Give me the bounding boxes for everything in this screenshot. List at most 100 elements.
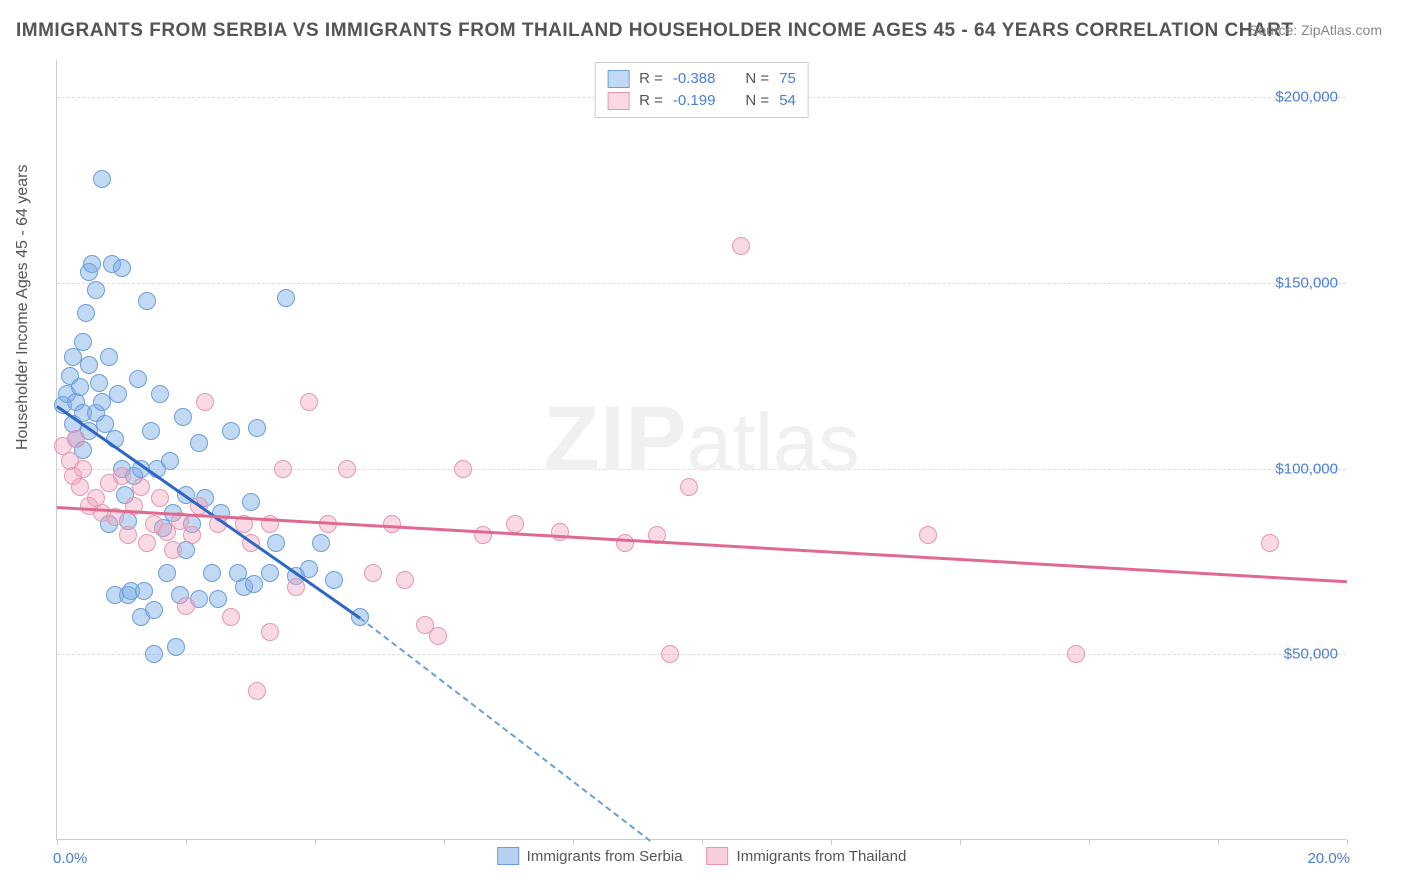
serbia-point [145,601,163,619]
x-tick-mark [186,839,187,845]
serbia-point [245,575,263,593]
serbia-point [261,564,279,582]
r-value: -0.388 [673,68,716,90]
x-tick-mark [702,839,703,845]
x-tick-mark [1089,839,1090,845]
thailand-point [661,645,679,663]
source-label: Source: [1249,22,1297,38]
serbia-point [325,571,343,589]
swatch-icon [707,847,729,865]
n-label: N = [745,68,769,90]
scatter-plot: ZIPatlas R =-0.388N =75R =-0.199N =54 Im… [56,60,1346,840]
watermark-rest: atlas [686,397,859,488]
legend-item: Immigrants from Serbia [497,847,683,865]
serbia-point [242,493,260,511]
legend-item: Immigrants from Thailand [707,847,907,865]
y-tick-label: $200,000 [1258,89,1338,106]
thailand-point [1067,645,1085,663]
thailand-point [71,478,89,496]
thailand-point [300,393,318,411]
thailand-point [338,460,356,478]
serbia-point [277,289,295,307]
x-tick-mark [831,839,832,845]
n-value: 54 [779,90,796,112]
y-tick-label: $50,000 [1258,646,1338,663]
serbia-point [109,385,127,403]
serbia-point [100,348,118,366]
y-tick-label: $100,000 [1258,460,1338,477]
serbia-point [90,374,108,392]
x-tick-mark [960,839,961,845]
thailand-point [506,515,524,533]
watermark: ZIPatlas [543,387,859,492]
x-min-label: 0.0% [53,850,87,867]
x-tick-mark [573,839,574,845]
thailand-point [396,571,414,589]
thailand-point [138,534,156,552]
serbia-point [203,564,221,582]
n-value: 75 [779,68,796,90]
thailand-point [119,526,137,544]
thailand-point [74,460,92,478]
swatch-icon [497,847,519,865]
serbia-point [113,259,131,277]
thailand-point [132,478,150,496]
thailand-point [429,627,447,645]
serbia-point [77,304,95,322]
thailand-point [113,467,131,485]
thailand-point [177,597,195,615]
series-legend: Immigrants from Serbia Immigrants from Th… [497,847,907,865]
serbia-point [248,419,266,437]
y-tick-label: $150,000 [1258,274,1338,291]
serbia-point [158,564,176,582]
serbia-point [135,582,153,600]
r-label: R = [639,90,663,112]
serbia-point [87,281,105,299]
thailand-point [151,489,169,507]
thailand-point [364,564,382,582]
thailand-point [732,237,750,255]
x-tick-mark [315,839,316,845]
gridline [57,469,1346,470]
chart-title: IMMIGRANTS FROM SERBIA VS IMMIGRANTS FRO… [16,20,1294,42]
r-value: -0.199 [673,90,716,112]
serbia-point [142,422,160,440]
legend-label: Immigrants from Serbia [527,848,683,865]
serbia-point [129,370,147,388]
x-tick-mark [57,839,58,845]
thailand-point [248,682,266,700]
legend-label: Immigrants from Thailand [737,848,907,865]
swatch-icon [607,70,629,88]
thailand-point [287,578,305,596]
swatch-icon [607,92,629,110]
thailand-point [183,526,201,544]
serbia-point [74,333,92,351]
serbia-point [167,638,185,656]
thailand-point [680,478,698,496]
thailand-point [1261,534,1279,552]
r-label: R = [639,68,663,90]
x-tick-mark [444,839,445,845]
source-value: ZipAtlas.com [1301,22,1382,38]
serbia-point [312,534,330,552]
serbia-point [83,255,101,273]
thailand-point [164,541,182,559]
x-tick-mark [1347,839,1348,845]
y-axis-label: Householder Income Ages 45 - 64 years [14,165,32,451]
serbia-point [93,170,111,188]
x-tick-mark [1218,839,1219,845]
serbia-point [80,356,98,374]
thailand-point [616,534,634,552]
watermark-bold: ZIP [543,388,686,490]
serbia-point [151,385,169,403]
serbia-point [138,292,156,310]
serbia-point [71,378,89,396]
gridline [57,654,1346,655]
stats-row: R = -0.388 N = 75 [607,68,796,90]
serbia-point [161,452,179,470]
thailand-point [196,393,214,411]
serbia-trend-dash [360,617,651,841]
thailand-point [274,460,292,478]
source-attribution: Source: ZipAtlas.com [1249,22,1382,38]
n-label: N = [745,90,769,112]
